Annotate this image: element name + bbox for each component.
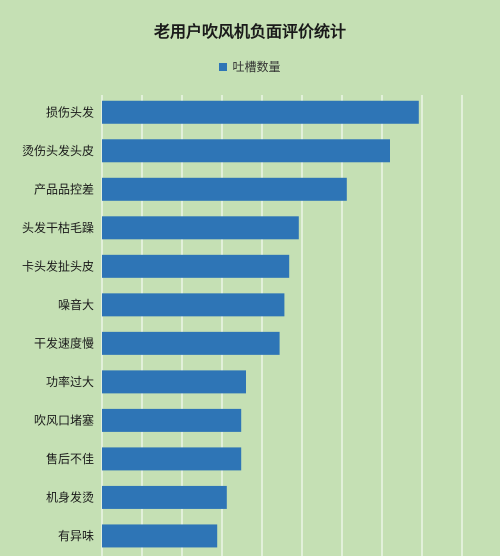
category-label: 噪音大 — [58, 297, 94, 312]
bar — [102, 216, 299, 240]
bar — [102, 370, 246, 394]
category-label: 有异味 — [58, 529, 94, 543]
bar — [102, 524, 218, 548]
category-label: 吹风口堵塞 — [34, 412, 94, 427]
category-label: 干发速度慢 — [34, 335, 94, 350]
bar — [102, 100, 419, 124]
category-label: 机身发烫 — [46, 489, 94, 504]
category-label: 卡头发扯头皮 — [22, 258, 94, 273]
legend-label: 吐槽数量 — [232, 60, 281, 74]
category-label: 烫伤头发头皮 — [22, 143, 94, 158]
chart-title: 老用户吹风机负面评价统计 — [153, 22, 346, 41]
bar — [102, 177, 347, 201]
bar — [102, 447, 242, 471]
bar — [102, 331, 280, 355]
legend-swatch — [219, 62, 228, 71]
bar — [102, 139, 390, 163]
category-label: 产品品控差 — [34, 182, 94, 196]
bar — [102, 293, 285, 317]
category-label: 损伤头发 — [46, 104, 94, 119]
bar — [102, 408, 242, 432]
bar — [102, 254, 290, 278]
category-label: 功率过大 — [46, 374, 94, 389]
bar — [102, 485, 227, 509]
legend: 吐槽数量 — [0, 58, 500, 75]
category-label: 头发干枯毛躁 — [22, 220, 94, 235]
category-label: 售后不佳 — [46, 451, 94, 466]
